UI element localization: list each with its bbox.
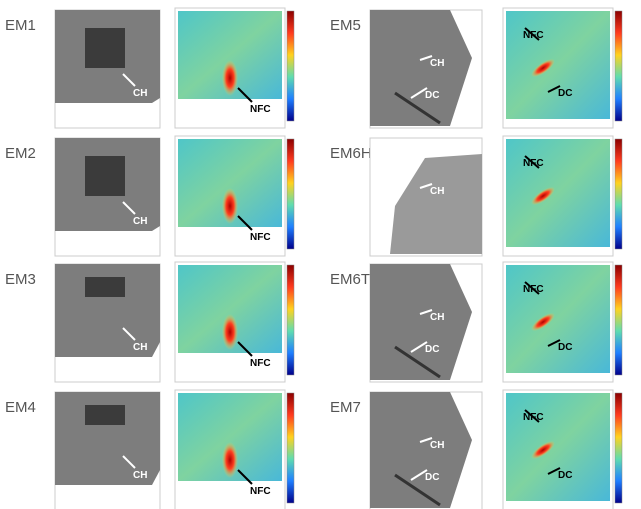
arrow <box>524 281 540 295</box>
panel-label: EM6T <box>330 271 370 288</box>
arrow <box>122 455 136 469</box>
panel-label: EM1 <box>5 17 36 34</box>
ct-probe <box>394 91 441 125</box>
annotation: CH <box>133 216 147 227</box>
annotation: DC <box>558 88 572 99</box>
arrow <box>122 201 136 215</box>
panel: EM2 CH NFC <box>5 135 295 257</box>
annotation: CH <box>430 312 444 323</box>
colorbar <box>286 392 295 504</box>
annotation: NFC <box>250 358 271 369</box>
arrow <box>419 55 433 61</box>
annotation: DC <box>425 90 439 101</box>
panel: EM1 CH NFC <box>5 7 295 129</box>
hot-spot <box>531 186 555 206</box>
annotation: CH <box>133 342 147 353</box>
arrow <box>122 327 136 341</box>
panel: EM4 CH NFC <box>5 389 295 509</box>
heat-map <box>506 139 610 247</box>
panel-label: EM3 <box>5 271 36 288</box>
arrow <box>237 341 253 357</box>
panel: EM7CHDCNFCDC <box>330 389 623 509</box>
arrow <box>419 437 433 443</box>
panel-label: EM5 <box>330 17 361 34</box>
ct-probe <box>394 345 441 379</box>
arrow <box>410 341 428 353</box>
heat-map <box>506 11 610 119</box>
arrow <box>237 87 253 103</box>
ct-image <box>390 154 482 254</box>
annotation: CH <box>430 440 444 451</box>
arrow <box>524 409 540 423</box>
annotation: DC <box>558 470 572 481</box>
annotation: NFC <box>250 232 271 243</box>
panel: EM6HCHNFC <box>330 135 623 257</box>
arrow <box>122 73 136 87</box>
annotation: NFC <box>250 104 271 115</box>
panel-label: EM6H <box>330 145 372 162</box>
panel-label: EM7 <box>330 399 361 416</box>
annotation: NFC <box>250 486 271 497</box>
ct-image <box>55 392 160 485</box>
annotation: CH <box>430 58 444 69</box>
hot-spot <box>222 60 238 96</box>
ct-cavity <box>85 277 125 297</box>
hot-spot <box>531 440 555 460</box>
ct-cavity <box>85 405 125 425</box>
colorbar <box>286 264 295 376</box>
arrow <box>547 85 561 93</box>
ct-image <box>370 10 472 126</box>
heat-map <box>506 265 610 373</box>
colorbar <box>614 138 623 250</box>
colorbar <box>614 392 623 504</box>
colorbar <box>286 138 295 250</box>
panel-label: EM4 <box>5 399 36 416</box>
panel: EM6TCHDCNFCDC <box>330 261 623 383</box>
arrow <box>410 469 428 481</box>
panel: EM3 CH NFC <box>5 261 295 383</box>
hot-spot <box>531 58 555 78</box>
colorbar <box>614 10 623 122</box>
ct-image <box>370 264 472 380</box>
annotation: DC <box>425 344 439 355</box>
ct-cavity <box>85 156 125 196</box>
annotation: DC <box>558 342 572 353</box>
arrow <box>237 215 253 231</box>
annotation: CH <box>133 88 147 99</box>
annotation: CH <box>430 186 444 197</box>
hot-spot <box>222 188 238 224</box>
colorbar <box>614 264 623 376</box>
arrow <box>524 27 540 41</box>
annotation: CH <box>133 470 147 481</box>
arrow <box>547 339 561 347</box>
arrow <box>237 469 253 485</box>
arrow <box>419 183 433 189</box>
ct-image <box>370 392 472 508</box>
ct-image <box>55 264 160 357</box>
colorbar <box>286 10 295 122</box>
arrow <box>524 155 540 169</box>
ct-cavity <box>85 28 125 68</box>
annotation: DC <box>425 472 439 483</box>
heat-map <box>506 393 610 501</box>
arrow <box>547 467 561 475</box>
panel-label: EM2 <box>5 145 36 162</box>
hot-spot <box>531 312 555 332</box>
panel: EM5CHDCNFCDC <box>330 7 623 129</box>
ct-probe <box>394 473 441 507</box>
hot-spot <box>222 314 238 350</box>
arrow <box>410 87 428 99</box>
arrow <box>419 309 433 315</box>
hot-spot <box>222 442 238 478</box>
